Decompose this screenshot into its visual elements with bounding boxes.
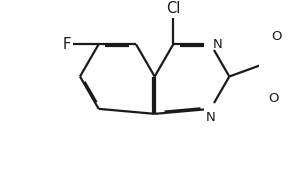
Text: F: F bbox=[62, 37, 71, 52]
Text: N: N bbox=[213, 38, 222, 51]
Text: N: N bbox=[206, 111, 215, 124]
Text: Cl: Cl bbox=[166, 1, 181, 16]
Text: O: O bbox=[269, 92, 279, 105]
Text: O: O bbox=[271, 30, 282, 43]
